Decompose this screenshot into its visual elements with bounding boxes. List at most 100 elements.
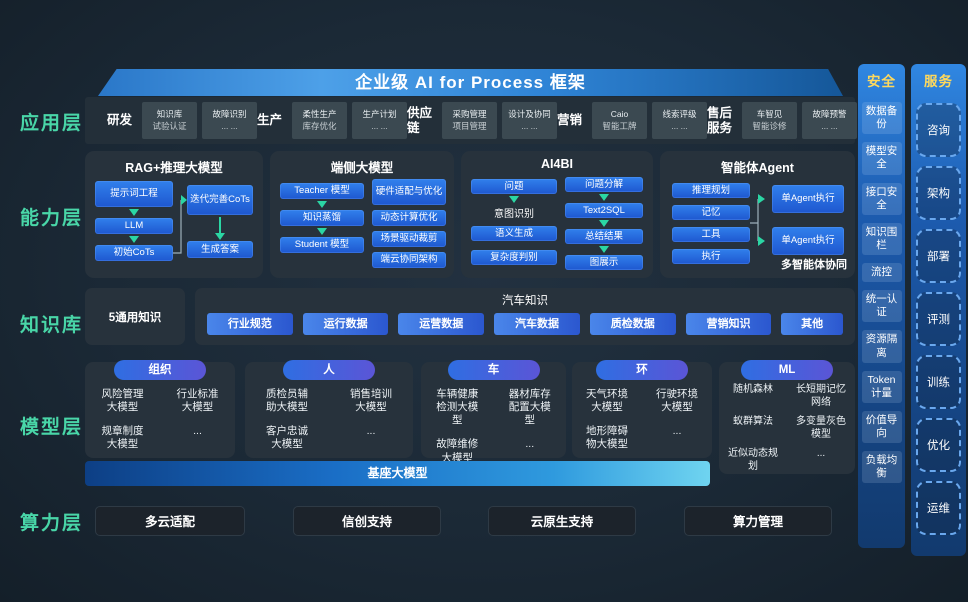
knowledge-pill: 运行数据 (302, 313, 389, 335)
compute-box-xinchuang: 信创支持 (293, 506, 441, 536)
app-cell: 柔性生产 库存优化 (292, 102, 347, 139)
model-group-pill: 环 (596, 360, 688, 380)
flow-step: 生成答案 (187, 241, 253, 258)
flow-step: 语义生成 (471, 226, 557, 241)
knowledge-pill: 质检数据 (589, 313, 676, 335)
service-item: 架构 (916, 166, 961, 220)
list-item: 推理规划 (672, 183, 750, 198)
app-cell-line: ... ... (221, 120, 238, 131)
model-item: ... (816, 448, 826, 459)
flow-step: 复杂度判别 (471, 250, 557, 265)
list-item: 场景驱动裁剪 (372, 231, 446, 247)
security-item: 接口安全 (861, 182, 902, 215)
arrow-down-icon (509, 196, 519, 203)
security-column: 安全 数据备份 模型安全 接口安全 知识围栏 流控 统一认证 资源隔离 Toke… (858, 64, 905, 548)
general-knowledge-box: 5通用知识 (85, 288, 185, 345)
model-group-ml: ML 随机森林 长短期记忆网络 蚁群算法 多变量灰色模型 近似动态规划 ... (719, 360, 855, 474)
app-cell: 车智见 智能诊修 (742, 102, 797, 139)
spacer (471, 241, 557, 250)
app-cell-line: 设计及协同 (508, 109, 551, 120)
panel-edge-model: 端侧大模型 Teacher 模型 知识蒸馏 Student 模型 硬件适配与优化… (270, 151, 454, 278)
model-item: 风险管理大模型 (101, 388, 144, 414)
agent-exec-box: 单Agent执行 (772, 185, 844, 213)
arrow-down-icon (599, 220, 609, 227)
flow-arrow (187, 215, 253, 241)
service-item: 优化 (916, 418, 961, 472)
model-item: 多变量灰色模型 (796, 416, 846, 440)
list-item: 端云协同架构 (372, 252, 446, 268)
app-cell-line: ... ... (821, 120, 838, 131)
flow-step: 图展示 (565, 255, 643, 270)
model-item: 随机森林 (733, 384, 773, 395)
agent-exec-box: 单Agent执行 (772, 227, 844, 255)
model-item: 客户忠诚大模型 (266, 425, 308, 451)
app-group-label: 供应链 (407, 106, 433, 135)
flow-step: LLM (95, 218, 173, 234)
flow-step: Teacher 模型 (280, 183, 364, 199)
panel-title: 智能体Agent (721, 161, 794, 175)
ai4bi-left-flow: 问题 意图识别 语义生成 复杂度判别 (471, 179, 557, 265)
model-item: 天气环境大模型 (586, 388, 628, 414)
app-cell-line: 智能工牌 (602, 120, 637, 131)
knowledge-pill: 营销知识 (685, 313, 772, 335)
panel-rag-reasoning: RAG+推理大模型 提示词工程 LLM 初始CoTs 迭代完善CoTs 生成答案 (85, 151, 263, 278)
app-group-marketing: 营销 Caio 智能工牌 线索评级 ... ... (557, 102, 707, 139)
security-item: 价值导向 (861, 410, 902, 444)
app-cell: 故障预警 ... ... (802, 102, 857, 139)
service-item: 训练 (916, 355, 961, 409)
model-item-grid: 质检员辅助大模型 销售培训大模型 客户忠诚大模型 ... (245, 388, 413, 452)
flow-step: 问题 (471, 179, 557, 194)
flow-step: 初始CoTs (95, 245, 173, 261)
app-cell-line: 生产计划 (362, 109, 397, 120)
arrow-down-icon (599, 194, 609, 201)
agent-caption: 多智能体协同 (781, 259, 847, 271)
app-cell: 知识库 试验认证 (142, 102, 197, 139)
layer-label-capability: 能力层 (20, 208, 84, 229)
list-item: 执行 (672, 249, 750, 264)
app-group-label: 售后服务 (707, 106, 733, 135)
app-cell: 生产计划 ... ... (352, 102, 407, 139)
panel-ai4bi: AI4BI 问题 意图识别 语义生成 复杂度判别 问题分解 Text2SQL 总… (461, 151, 653, 278)
panel-title: RAG+推理大模型 (125, 161, 223, 175)
app-cell: 设计及协同 ... ... (502, 102, 557, 139)
panel-title: 端侧大模型 (330, 161, 394, 175)
flow-step: 迭代完善CoTs (187, 185, 253, 215)
security-item: 流控 (861, 263, 902, 283)
knowledge-pill: 行业规范 (207, 313, 293, 335)
flow-step: 总结结果 (565, 229, 643, 244)
app-cell: 采购管理 项目管理 (442, 102, 497, 139)
app-cell-line: 试验认证 (152, 120, 187, 131)
list-item: 工具 (672, 227, 750, 242)
base-model-bar: 基座大模型 (85, 461, 710, 486)
app-cell-line: 项目管理 (452, 120, 487, 131)
app-cell-line: ... ... (521, 120, 538, 131)
app-cell-line: 智能诊修 (752, 120, 787, 131)
knowledge-pill-row: 行业规范 运行数据 运营数据 汽车数据 质检数据 营销知识 其他 (207, 313, 844, 335)
app-group-label: 生产 (257, 113, 283, 128)
model-group-pill: 车 (447, 360, 540, 380)
app-cell: 线索评级 ... ... (652, 102, 707, 139)
flow-step: 提示词工程 (95, 181, 173, 207)
arrow-down-icon (317, 228, 327, 235)
compute-box-cloud-native: 云原生支持 (488, 506, 636, 536)
model-group-organization: 组织 风险管理大模型 行业标准大模型 规章制度大模型 ... (85, 360, 235, 458)
app-group-rd: 研发 知识库 试验认证 故障识别 ... ... (107, 102, 257, 139)
app-cell-line: 采购管理 (452, 109, 487, 120)
model-item: 器材库存配置大模型 (508, 388, 551, 427)
layer-label-model: 模型层 (20, 417, 84, 438)
app-group-supply-chain: 供应链 采购管理 项目管理 设计及协同 ... ... (407, 102, 557, 139)
model-item: 行驶环境大模型 (656, 388, 698, 414)
flow-step: 知识蒸馏 (280, 210, 364, 226)
service-item: 咨询 (916, 103, 961, 157)
ai4bi-right-flow: 问题分解 Text2SQL 总结结果 图展示 (565, 177, 643, 270)
model-item: 地形障碍物大模型 (586, 425, 628, 451)
app-cell-line: 库存优化 (302, 120, 337, 131)
app-cell-line: 故障识别 (212, 109, 247, 120)
model-item: 车辆健康检测大模型 (436, 388, 479, 427)
service-item: 评测 (916, 292, 961, 346)
app-cell-line: Caio (610, 109, 629, 120)
arrow-down-icon (599, 246, 609, 253)
model-item: ... (672, 425, 682, 438)
security-item: 模型安全 (861, 142, 902, 175)
